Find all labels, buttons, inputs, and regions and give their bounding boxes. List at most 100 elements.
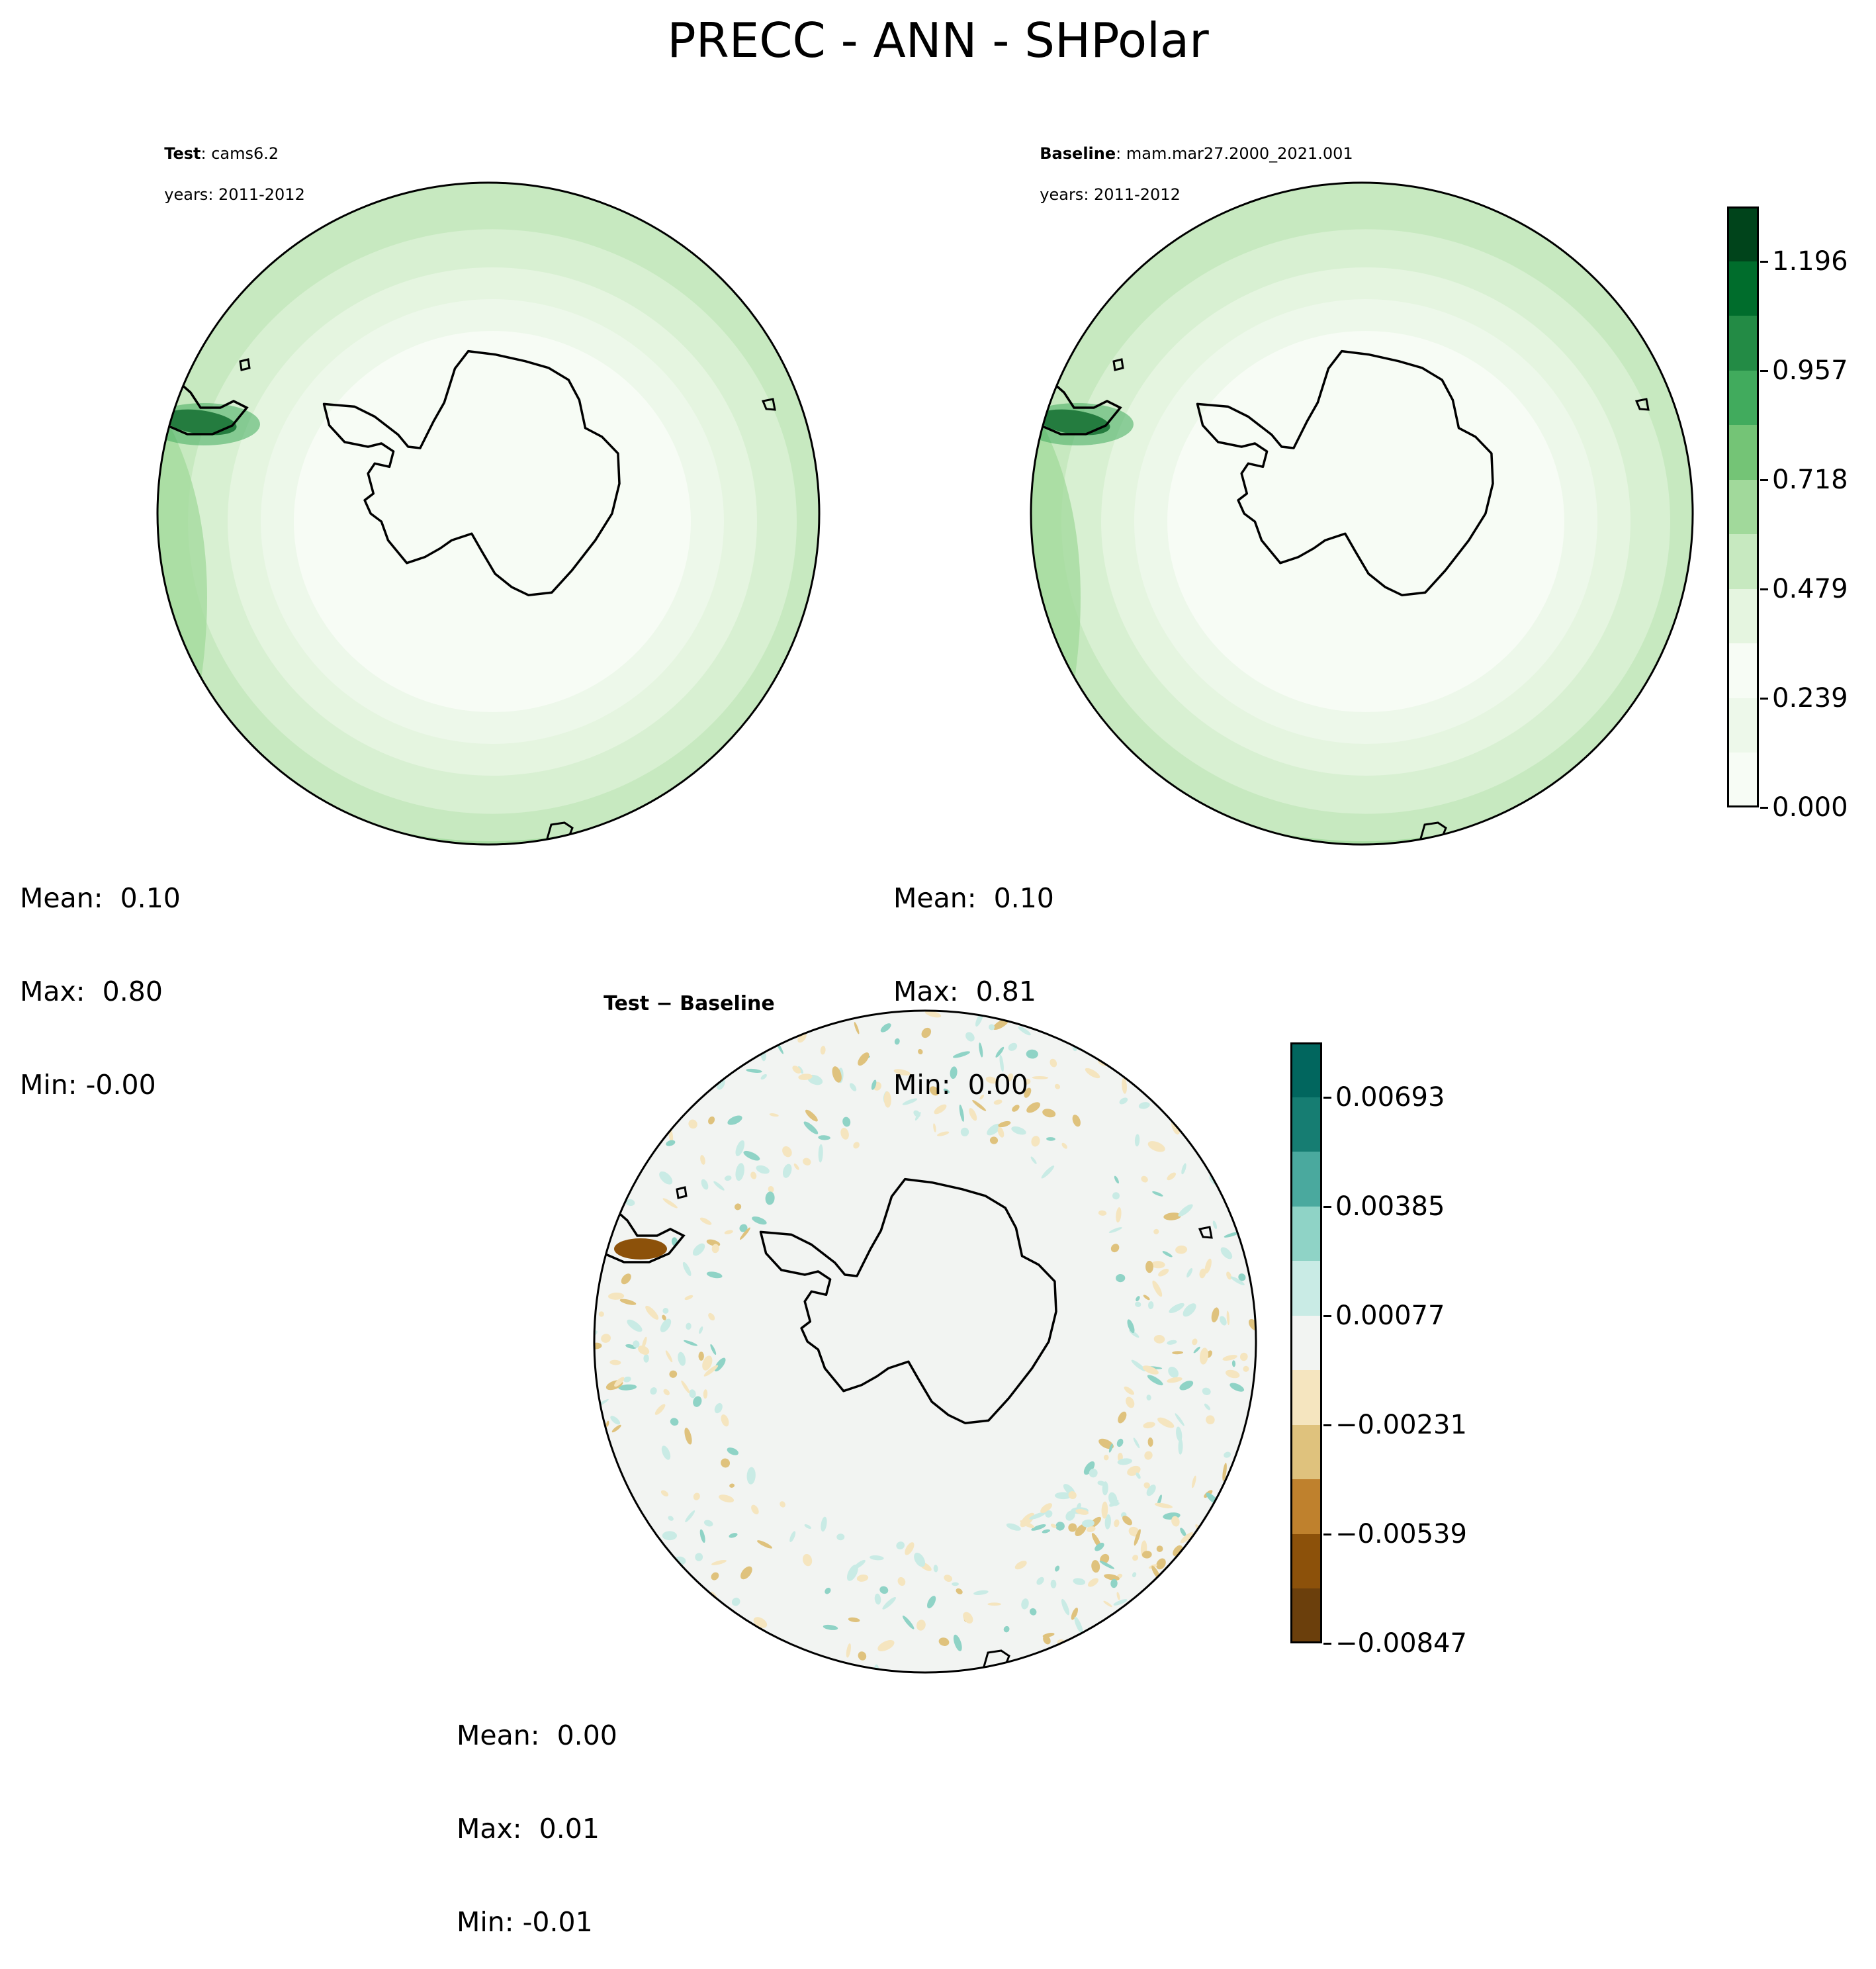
diff-island-coastline <box>676 1186 688 1199</box>
diff-anomaly-speck <box>943 1088 950 1093</box>
diff-anomaly-speck <box>782 1164 792 1178</box>
diff-anomaly-speck <box>894 1038 900 1045</box>
diff-panel-label: Test − Baseline <box>591 973 775 1014</box>
diff-anomaly-speck <box>711 1559 727 1565</box>
diff-anomaly-speck <box>1132 1572 1137 1578</box>
diff-anomaly-speck <box>965 1032 975 1042</box>
diff-anomaly-speck <box>1143 1482 1150 1489</box>
diff-anomaly-speck <box>1147 1141 1165 1152</box>
diff-anomaly-speck <box>663 1389 670 1396</box>
diff-anomaly-speck <box>1008 1042 1018 1051</box>
test-boundary <box>156 181 821 846</box>
diff-anomaly-speck <box>1116 1592 1120 1600</box>
colorbar-swatch <box>1727 643 1759 699</box>
diff-anomaly-speck <box>611 1424 621 1433</box>
diff-anomaly-speck <box>703 1520 713 1527</box>
diff-anomaly-speck <box>924 1011 942 1018</box>
diff-anomaly-speck <box>782 1146 792 1158</box>
diff-anomaly-speck <box>645 1305 659 1320</box>
diff-anomaly-speck <box>1146 1395 1151 1400</box>
diff-anomaly-speck <box>1119 1097 1128 1105</box>
diff-label-bold: Test − Baseline <box>603 992 775 1015</box>
diff-stats: Mean: 0.00 Max: 0.01 Min: -0.01 <box>457 1658 617 1969</box>
diff-anomaly-speck <box>858 1052 870 1066</box>
diff-anomaly-speck <box>1110 1244 1120 1253</box>
diff-anomaly-speck <box>1029 1512 1046 1520</box>
diff-anomaly-speck <box>1146 1485 1156 1496</box>
diff-anomaly-speck <box>1212 1220 1218 1230</box>
diff-anomaly-speck <box>594 1342 602 1350</box>
diff-anomaly-speck <box>987 1123 1001 1136</box>
diff-anomaly-speck <box>953 1634 962 1651</box>
diff-anomaly-speck <box>1230 1276 1245 1285</box>
diff-anomaly-speck <box>1175 1245 1188 1254</box>
diff-anomaly-speck <box>997 1126 1005 1138</box>
diff-anomaly-speck <box>1226 1310 1230 1326</box>
diff-anomaly-speck <box>1133 1438 1140 1449</box>
colorbar-tick-label: −0.00847 <box>1323 1628 1467 1659</box>
diff-anomaly-speck <box>902 1098 918 1105</box>
diff-anomaly-speck <box>706 1271 723 1279</box>
diff-anomaly-speck <box>1116 1438 1124 1447</box>
diff-anomaly-speck <box>1085 1068 1100 1079</box>
diff-anomaly-speck <box>1168 1367 1179 1378</box>
diff-anomaly-speck <box>1220 1247 1233 1259</box>
diff-anomaly-speck <box>1175 1413 1184 1426</box>
diff-anomaly-speck <box>1239 1352 1248 1361</box>
diff-anomaly-speck <box>1117 1458 1132 1465</box>
diff-anomaly-speck <box>1024 1087 1032 1098</box>
baseline-field <box>1031 183 1693 845</box>
diff-anomaly-speck <box>985 1076 997 1084</box>
diff-anomaly-speck <box>1229 1383 1245 1392</box>
diff-stat-min: Min: -0.01 <box>457 1906 593 1938</box>
diff-anomaly-speck <box>594 1330 598 1338</box>
diff-anomaly-speck <box>1152 1191 1163 1197</box>
test-band-4 <box>294 331 691 712</box>
diff-anomaly-speck <box>871 1079 877 1090</box>
test-field <box>157 183 819 845</box>
diff-anomaly-speck <box>846 1643 851 1658</box>
diff-anomaly-speck <box>1050 1524 1057 1528</box>
diff-anomaly-speck <box>1167 1172 1177 1181</box>
diff-anomaly-speck <box>693 1492 700 1500</box>
diff-anomaly-speck <box>1176 1426 1183 1442</box>
diff-anomaly-speck <box>1114 1175 1119 1184</box>
diff-anomaly-speck <box>735 1163 744 1181</box>
diff-anomaly-speck <box>752 1216 767 1225</box>
diff-anomaly-speck <box>1020 1520 1035 1528</box>
diff-anomaly-speck <box>793 1163 799 1170</box>
diff-anomaly-speck <box>927 1596 936 1609</box>
diff-anomaly-speck <box>693 1396 702 1407</box>
diff-anomaly-speck <box>959 1104 964 1122</box>
diff-anomaly-speck <box>760 1074 767 1080</box>
diff-anomaly-speck <box>1158 1269 1169 1277</box>
diff-anomaly-speck <box>882 1596 897 1610</box>
diff-anomaly-speck <box>1031 1136 1040 1147</box>
diff-anomaly-speck <box>740 1566 752 1580</box>
diff-anomaly-speck <box>711 1244 719 1254</box>
diff-anomaly-speck <box>1186 1267 1193 1278</box>
diff-anomaly-speck <box>1075 1524 1087 1537</box>
diff-anomaly-speck <box>853 1142 860 1149</box>
test-stat-mean: Mean: 0.10 <box>20 882 181 914</box>
diff-anomaly-speck <box>684 1428 692 1445</box>
diff-anomaly-speck <box>803 1158 811 1166</box>
diff-anomaly-speck <box>1181 1163 1186 1175</box>
diff-anomaly-speck <box>803 1121 819 1134</box>
diff-anomaly-speck <box>789 1531 796 1542</box>
diff-anomaly-speck <box>1132 1555 1139 1561</box>
diff-anomaly-speck <box>1144 1451 1153 1460</box>
colorbar-swatch <box>1290 1588 1322 1644</box>
diff-anomaly-speck <box>685 1510 695 1523</box>
colorbar-swatch <box>1290 1152 1322 1207</box>
diff-antarctica-coastline <box>759 1177 1057 1424</box>
diff-anomaly-speck <box>670 1418 679 1426</box>
diff-anomaly-speck <box>753 1617 768 1628</box>
diff-anomaly-speck <box>701 1179 709 1190</box>
diff-anomaly-speck <box>858 1651 867 1661</box>
diff-anomaly-speck <box>1151 1261 1165 1269</box>
test-years: years: 2011-2012 <box>164 185 305 204</box>
diff-anomaly-speck <box>914 1552 926 1567</box>
diff-anomaly-speck <box>1041 1166 1055 1179</box>
diff-anomaly-speck <box>619 1299 637 1305</box>
